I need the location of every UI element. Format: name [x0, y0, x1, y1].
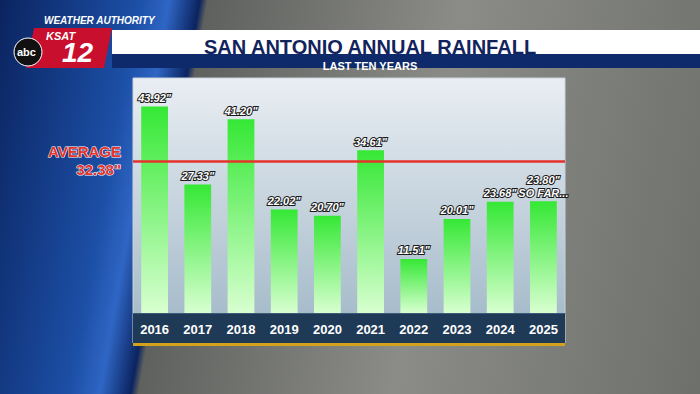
svg-text:2021: 2021	[356, 322, 385, 337]
svg-text:32.38": 32.38"	[76, 161, 121, 178]
svg-text:23.80": 23.80"	[526, 174, 561, 186]
svg-text:11.51": 11.51"	[398, 244, 431, 256]
svg-text:LAST TEN YEARS: LAST TEN YEARS	[323, 60, 418, 72]
svg-text:2017: 2017	[183, 322, 212, 337]
svg-text:2016: 2016	[140, 322, 169, 337]
svg-text:12: 12	[62, 37, 94, 68]
svg-text:2018: 2018	[227, 322, 256, 337]
svg-text:2024: 2024	[486, 322, 516, 337]
svg-text:2020: 2020	[313, 322, 342, 337]
svg-text:41.20": 41.20"	[224, 105, 259, 117]
svg-text:abc: abc	[17, 46, 36, 58]
svg-text:2019: 2019	[270, 322, 299, 337]
svg-text:AVERAGE: AVERAGE	[48, 143, 121, 160]
svg-text:2025: 2025	[529, 322, 558, 337]
svg-text:23.68": 23.68"	[483, 187, 518, 199]
svg-text:2022: 2022	[399, 322, 428, 337]
svg-text:27.33": 27.33"	[180, 170, 215, 182]
svg-text:SAN ANTONIO ANNUAL RAINFALL: SAN ANTONIO ANNUAL RAINFALL	[204, 36, 536, 58]
svg-text:SO FAR...: SO FAR...	[518, 187, 568, 199]
svg-text:KSAT: KSAT	[46, 29, 76, 42]
svg-text:20.01": 20.01"	[440, 204, 475, 216]
svg-text:2023: 2023	[443, 322, 472, 337]
svg-text:20.70": 20.70"	[310, 201, 345, 213]
svg-text:43.92": 43.92"	[137, 92, 172, 104]
svg-text:WEATHER AUTHORITY: WEATHER AUTHORITY	[44, 15, 156, 26]
svg-text:34.61": 34.61"	[354, 136, 388, 148]
svg-text:22.02": 22.02"	[267, 195, 302, 207]
